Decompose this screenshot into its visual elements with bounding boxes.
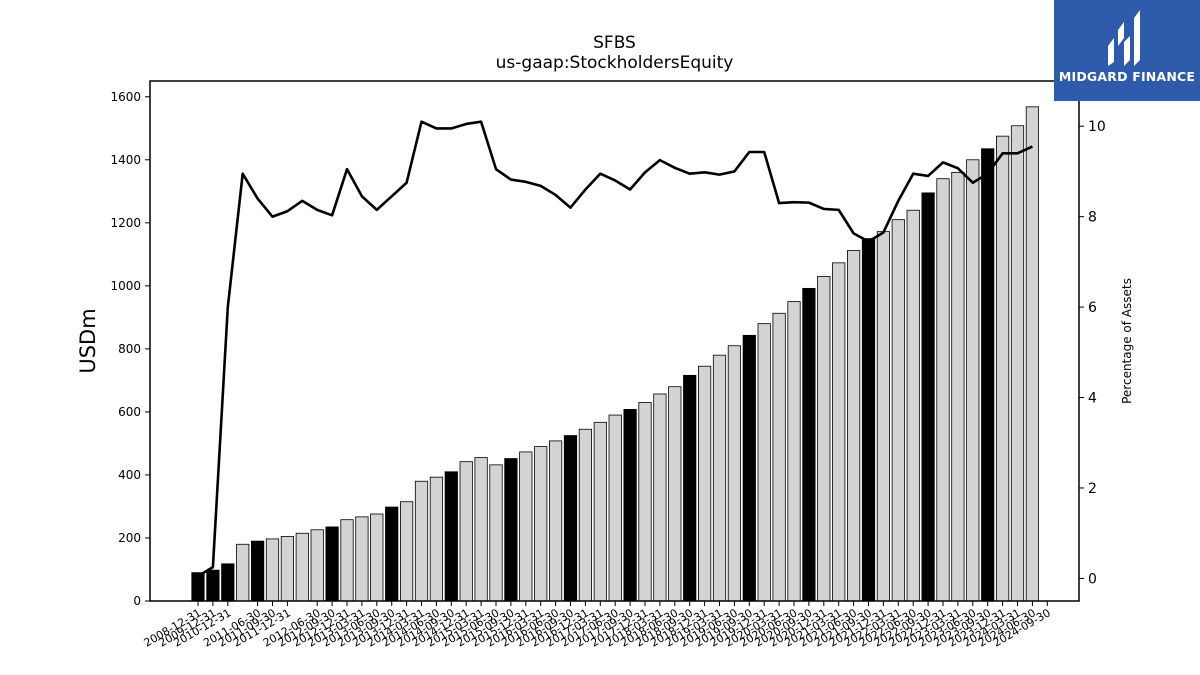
bar xyxy=(802,287,816,602)
bar xyxy=(742,334,756,602)
bar xyxy=(355,516,369,602)
bar xyxy=(966,159,980,602)
bar xyxy=(549,440,563,602)
bar xyxy=(325,526,339,602)
bar xyxy=(280,535,295,602)
bar xyxy=(474,457,488,602)
y2-tick-label: 0 xyxy=(1088,571,1097,587)
y-tick-label: 1000 xyxy=(110,279,141,293)
bar xyxy=(891,219,905,602)
y2-tick-label: 10 xyxy=(1088,119,1106,135)
bar xyxy=(414,480,429,602)
bar xyxy=(519,451,533,602)
y-tick-label: 0 xyxy=(133,594,141,608)
bar xyxy=(668,386,682,602)
y-tick-label: 800 xyxy=(118,342,141,356)
bar xyxy=(653,393,667,602)
brand-name: MIDGARD FINANCE xyxy=(1058,69,1196,84)
x-axis: 2008-12-312009-12-312010-12-312011-06-30… xyxy=(142,601,1053,650)
bar xyxy=(757,323,771,602)
bar xyxy=(1025,106,1039,602)
chart-title: SFBS xyxy=(593,33,636,53)
y-axis-left: 0 200 400 600 800 1000 1200 1400 1600 xyxy=(110,90,150,608)
bar xyxy=(876,231,891,602)
brand-logo: MIDGARD FINANCE xyxy=(1054,0,1200,101)
bar xyxy=(638,402,652,602)
bar xyxy=(727,345,742,602)
bar xyxy=(906,209,920,602)
bar xyxy=(623,408,637,602)
bar xyxy=(399,501,414,602)
y2-tick-label: 2 xyxy=(1088,481,1097,497)
bar xyxy=(429,476,444,602)
bar xyxy=(221,563,235,602)
bar xyxy=(817,275,831,602)
bar xyxy=(563,435,578,602)
y-tick-label: 600 xyxy=(118,405,141,419)
y-axis-label: USDm xyxy=(76,308,100,373)
bar xyxy=(996,135,1010,602)
bar xyxy=(698,365,712,602)
bar xyxy=(295,532,309,602)
y-tick-label: 1400 xyxy=(110,153,141,167)
chart-subtitle: us-gaap:StockholdersEquity xyxy=(495,53,734,73)
y2-tick-label: 4 xyxy=(1088,391,1097,407)
bar xyxy=(250,540,265,602)
y2-tick-label: 6 xyxy=(1088,300,1097,316)
bar xyxy=(385,506,399,602)
bar xyxy=(191,572,205,602)
midgard-logo-icon xyxy=(1108,10,1140,66)
bar xyxy=(861,238,876,602)
y-tick-label: 1600 xyxy=(110,90,141,104)
bar xyxy=(593,421,607,602)
bar xyxy=(608,414,622,602)
bar xyxy=(236,543,250,602)
bar xyxy=(444,471,458,602)
plot-area xyxy=(149,80,1080,602)
bar xyxy=(936,178,950,602)
bar xyxy=(459,461,473,602)
bar xyxy=(847,250,861,602)
bar xyxy=(951,171,965,602)
bar xyxy=(832,262,846,602)
y-tick-label: 200 xyxy=(118,531,141,545)
y2-tick-label: 8 xyxy=(1088,210,1097,226)
bar xyxy=(787,301,801,602)
bar xyxy=(578,428,593,602)
bar xyxy=(981,148,995,602)
bar xyxy=(683,374,697,602)
bar xyxy=(772,312,786,602)
y-tick-label: 1200 xyxy=(110,216,141,230)
bar xyxy=(712,354,727,602)
bar xyxy=(370,513,384,602)
bar xyxy=(489,464,503,602)
y-axis-right: 0 2 4 6 8 10 xyxy=(1079,119,1106,587)
bar xyxy=(921,192,935,602)
bar xyxy=(265,538,280,602)
bar xyxy=(206,569,220,602)
y-tick-label: 400 xyxy=(118,468,141,482)
bar xyxy=(504,458,518,602)
bar xyxy=(340,519,354,602)
bar xyxy=(1010,125,1025,602)
line-series xyxy=(197,120,1033,578)
y2-axis-label: Percentage of Assets xyxy=(1120,278,1134,404)
bar xyxy=(534,446,548,602)
bar xyxy=(310,529,324,602)
